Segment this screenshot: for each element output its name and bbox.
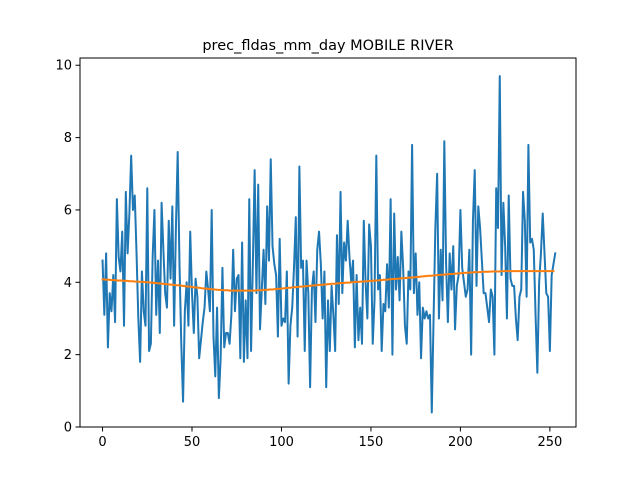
- plot-frame: [79, 57, 577, 428]
- x-tick-label: 150: [359, 435, 384, 450]
- x-tick-label: 200: [448, 435, 473, 450]
- y-tick-label: 10: [55, 59, 72, 74]
- x-tick-label: 100: [269, 435, 294, 450]
- series-layer: [101, 75, 557, 414]
- axes-layer: 0 50 100 150 200 250 0 2 4 6 8 10: [55, 57, 577, 450]
- y-tick-label: 4: [64, 276, 72, 291]
- y-tick-label: 8: [64, 131, 72, 146]
- x-tick-label: 0: [98, 435, 106, 450]
- y-tick-label: 6: [64, 203, 72, 218]
- series-2-line: [101, 270, 555, 292]
- chart-title: prec_fldas_mm_day MOBILE RIVER: [202, 38, 453, 54]
- y-tick-label: 2: [64, 348, 72, 363]
- x-tick-label: 250: [537, 435, 562, 450]
- x-tick-label: 50: [184, 435, 201, 450]
- y-tick-label: 0: [64, 421, 72, 436]
- series-1-line: [101, 75, 557, 414]
